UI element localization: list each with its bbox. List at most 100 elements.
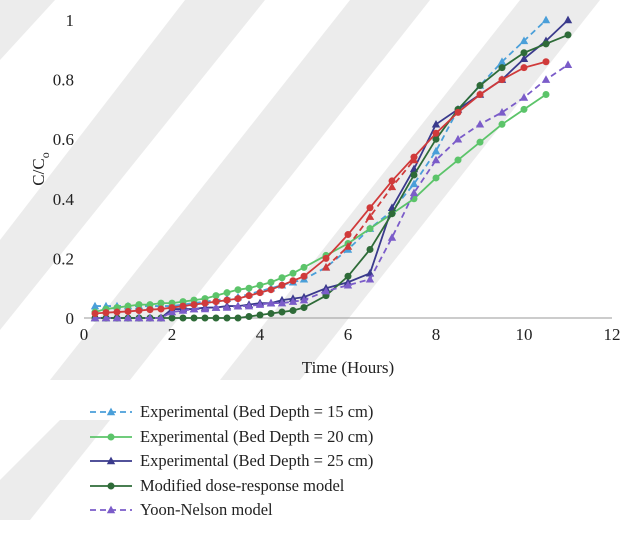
series-4: [90, 60, 573, 322]
data-point: [431, 146, 441, 155]
legend-swatch-marker: [106, 456, 116, 465]
data-point: [289, 307, 297, 315]
series-line: [95, 34, 569, 319]
data-point: [179, 302, 187, 310]
data-point: [365, 274, 375, 283]
series-line: [95, 19, 569, 319]
data-point: [563, 60, 573, 68]
data-point: [366, 204, 374, 212]
data-point: [267, 310, 275, 318]
data-point: [201, 299, 209, 307]
data-point: [542, 58, 550, 66]
data-point: [124, 302, 132, 310]
data-point: [388, 177, 396, 185]
data-point: [233, 301, 243, 310]
data-point: [277, 298, 287, 307]
data-point: [366, 225, 374, 233]
data-point: [344, 231, 352, 239]
data-point: [245, 292, 253, 300]
x-tick-label: 8: [432, 325, 441, 344]
series-5: [91, 58, 550, 318]
data-point: [266, 298, 276, 307]
data-point: [288, 297, 298, 305]
data-point: [222, 303, 232, 311]
data-point: [409, 155, 419, 164]
data-point: [223, 296, 231, 304]
data-point: [256, 289, 264, 297]
chart-series: [90, 15, 573, 322]
data-point: [410, 171, 418, 179]
y-axis-title: C/Co: [29, 152, 52, 185]
data-point: [234, 295, 242, 303]
data-point: [244, 301, 254, 310]
data-point: [178, 306, 188, 314]
data-point: [498, 64, 506, 72]
data-point: [497, 108, 507, 116]
data-point: [223, 289, 231, 297]
data-point: [91, 310, 99, 318]
x-tick-label: 12: [604, 325, 621, 344]
y-tick-label: 1: [66, 11, 75, 30]
data-point: [145, 313, 155, 322]
data-point: [157, 299, 165, 307]
data-point: [278, 308, 286, 316]
data-point: [90, 313, 100, 322]
data-point: [146, 306, 154, 314]
data-point: [519, 36, 529, 45]
data-point: [476, 138, 484, 146]
data-point: [432, 174, 440, 182]
series-line: [325, 159, 415, 268]
data-point: [343, 280, 353, 289]
data-point: [409, 188, 419, 197]
data-point: [278, 281, 286, 289]
data-point: [476, 91, 484, 98]
legend-item: Experimental (Bed Depth = 15 cm): [88, 400, 373, 425]
data-point: [387, 233, 397, 241]
data-point: [541, 75, 551, 83]
x-tick-label: 6: [344, 325, 353, 344]
legend-label: Experimental (Bed Depth = 15 cm): [140, 402, 374, 422]
data-point: [289, 277, 297, 285]
x-tick-label: 10: [516, 325, 533, 344]
legend-swatch-marker: [106, 407, 116, 416]
data-point: [432, 135, 440, 143]
data-point: [134, 313, 144, 322]
data-point: [343, 242, 353, 250]
series-0: [90, 15, 551, 310]
data-point: [366, 245, 374, 253]
data-point: [234, 314, 242, 322]
data-point: [245, 284, 253, 292]
data-point: [409, 179, 419, 188]
series-line: [95, 63, 569, 319]
data-point: [146, 301, 154, 309]
data-point: [564, 31, 572, 39]
data-point: [475, 119, 485, 128]
legend-item: Yoon-Nelson model: [88, 498, 373, 523]
data-point: [431, 119, 441, 128]
legend-label: Experimental (Bed Depth = 25 cm): [140, 451, 374, 471]
data-point: [322, 254, 330, 262]
data-point: [267, 278, 275, 286]
data-point: [387, 182, 397, 191]
legend-swatch: [90, 456, 132, 465]
x-tick-label: 0: [80, 325, 89, 344]
data-point: [212, 314, 220, 322]
data-point: [124, 307, 132, 315]
data-point: [321, 286, 331, 295]
data-point: [344, 272, 352, 280]
data-point: [267, 286, 275, 294]
data-point: [299, 295, 309, 304]
data-point: [168, 304, 176, 312]
data-point: [123, 313, 133, 322]
data-point: [365, 212, 375, 220]
data-point: [454, 156, 462, 164]
series-line: [94, 60, 547, 315]
series-6: [321, 155, 419, 271]
data-point: [189, 304, 199, 313]
data-point: [476, 82, 484, 90]
y-tick-label: 0.6: [53, 130, 74, 149]
data-point: [255, 300, 265, 308]
chart-labels: 0 2 4 6 8 10 12 0 0.2 0.4 0.6 0.8 1 Time (Hours) C/Co: [29, 11, 621, 377]
data-point: [167, 307, 177, 316]
